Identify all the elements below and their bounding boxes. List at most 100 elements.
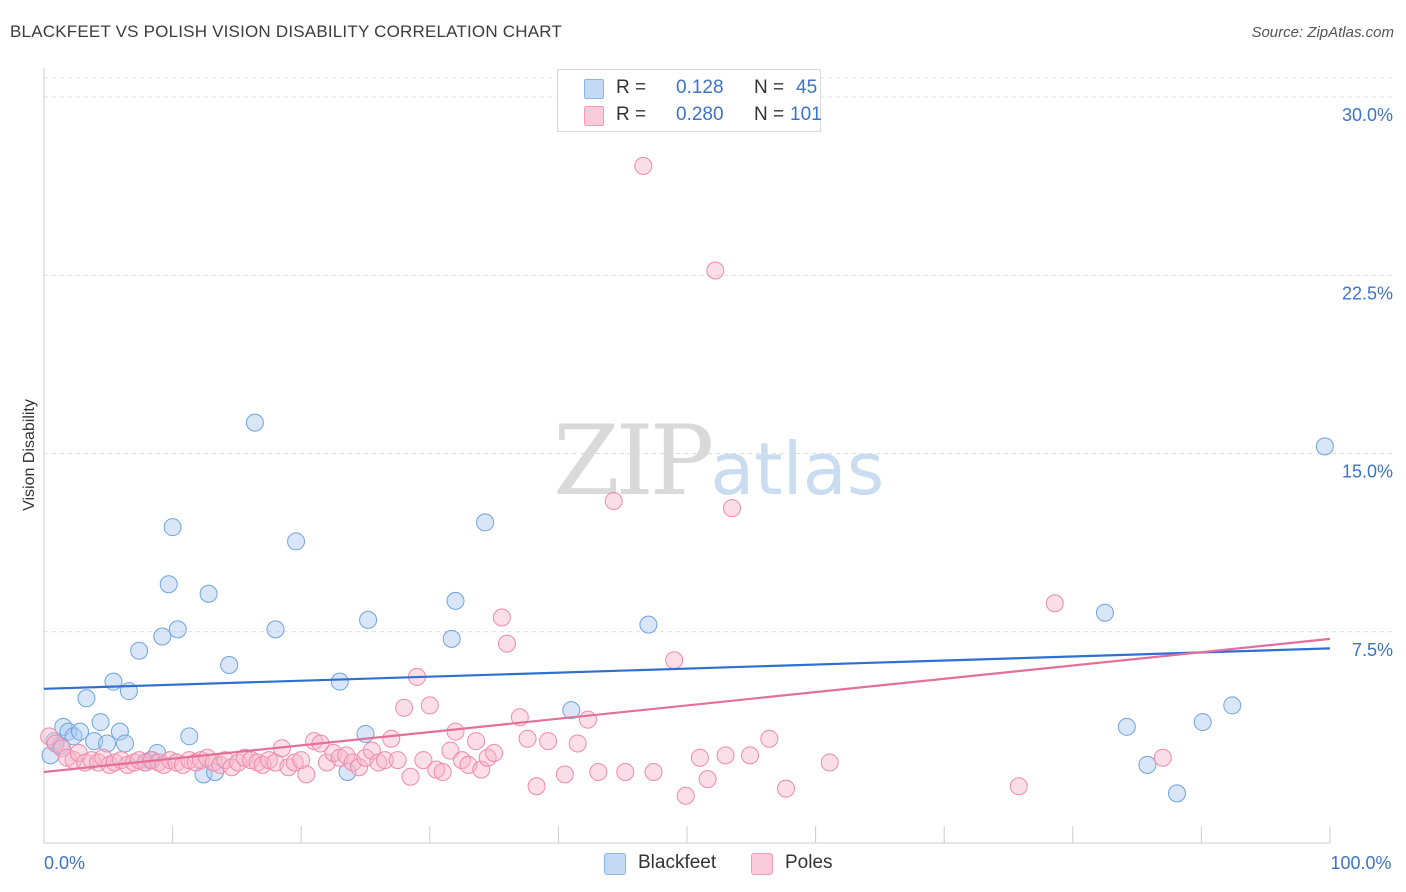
point-poles (211, 755, 230, 774)
point-poles (634, 156, 653, 175)
point-blackfeet (245, 413, 264, 432)
legend-r-label: R = (616, 77, 647, 98)
point-poles (723, 499, 742, 518)
point-poles (420, 696, 439, 715)
point-poles (690, 748, 709, 767)
point-poles (467, 732, 486, 751)
point-blackfeet (442, 629, 461, 648)
point-blackfeet (446, 591, 465, 610)
point-poles (362, 741, 381, 760)
point-poles (1045, 594, 1064, 613)
point-poles (1009, 777, 1028, 796)
point-blackfeet (220, 656, 239, 675)
trend-line-blackfeet (43, 647, 1331, 690)
point-poles (382, 729, 401, 748)
point-blackfeet (71, 722, 90, 741)
point-blackfeet (1138, 755, 1157, 774)
point-poles (820, 753, 839, 772)
point-poles (478, 748, 497, 767)
point-poles (433, 762, 452, 781)
point-blackfeet (1193, 713, 1212, 732)
point-blackfeet (1223, 696, 1242, 715)
correlation-legend: R = 0.128 N = 45 R = 0.280 N = 101 (557, 69, 822, 132)
point-poles (539, 732, 558, 751)
point-poles (604, 492, 623, 511)
point-poles (497, 634, 516, 653)
source-label: Source: ZipAtlas.com (1251, 24, 1394, 41)
point-poles (1153, 748, 1172, 767)
point-poles (248, 753, 267, 772)
point-poles (350, 758, 369, 777)
point-blackfeet (98, 734, 117, 753)
point-poles (395, 698, 414, 717)
bottom-legend-swatch-poles (751, 853, 773, 875)
point-poles (716, 746, 735, 765)
point-blackfeet (163, 518, 182, 537)
point-blackfeet (359, 610, 378, 629)
point-blackfeet (77, 689, 96, 708)
point-blackfeet (1117, 717, 1136, 736)
trend-line-poles (43, 637, 1331, 774)
point-poles (589, 762, 608, 781)
point-poles (401, 767, 420, 786)
x-tick-label: 0.0% (44, 853, 85, 873)
point-blackfeet (562, 701, 581, 720)
point-poles (665, 651, 684, 670)
point-blackfeet (116, 734, 135, 753)
point-poles (777, 779, 796, 798)
chart-title: BLACKFEET VS POLISH VISION DISABILITY CO… (10, 22, 562, 41)
point-blackfeet (110, 722, 129, 741)
point-blackfeet (476, 513, 495, 532)
point-poles (472, 760, 491, 779)
x-tick-label: 100.0% (1330, 853, 1391, 873)
bottom-legend-swatch-blackfeet (604, 853, 626, 875)
point-blackfeet (287, 532, 306, 551)
bottom-legend-label-poles: Poles (785, 852, 833, 873)
point-poles (149, 753, 168, 772)
point-poles (452, 751, 471, 770)
point-poles (375, 751, 394, 770)
point-poles (297, 765, 316, 784)
point-poles (698, 770, 717, 789)
point-poles (53, 739, 72, 758)
point-blackfeet (168, 620, 187, 639)
point-blackfeet (159, 575, 178, 594)
legend-n-label: N = (754, 104, 785, 125)
point-poles (676, 786, 695, 805)
point-poles (555, 765, 574, 784)
legend-swatch-poles (584, 106, 604, 126)
point-poles (446, 722, 465, 741)
legend-r-value: 0.128 (676, 77, 724, 98)
point-poles (568, 734, 587, 753)
legend-r-value: 0.280 (676, 104, 724, 125)
point-poles (527, 777, 546, 796)
point-blackfeet (91, 713, 110, 732)
point-poles (518, 729, 537, 748)
point-poles (706, 261, 725, 280)
point-blackfeet (330, 672, 349, 691)
point-poles (441, 741, 460, 760)
point-poles (644, 762, 663, 781)
y-tick-label: 7.5% (1352, 640, 1393, 660)
point-poles (222, 758, 241, 777)
y-tick-label: 22.5% (1342, 283, 1393, 303)
point-blackfeet (130, 641, 149, 660)
point-poles (485, 743, 504, 762)
legend-n-label: N = (754, 77, 785, 98)
point-poles (337, 746, 356, 765)
point-blackfeet (639, 615, 658, 634)
legend-r-label: R = (616, 104, 647, 125)
point-poles (578, 710, 597, 729)
legend-swatch-blackfeet (584, 79, 604, 99)
point-poles (616, 762, 635, 781)
point-poles (186, 753, 205, 772)
legend-n-value: 45 (796, 77, 818, 98)
point-blackfeet (64, 727, 83, 746)
y-tick-label: 30.0% (1342, 105, 1393, 125)
point-poles (741, 746, 760, 765)
point-poles (40, 727, 59, 746)
point-poles (388, 751, 407, 770)
point-poles (46, 734, 65, 753)
y-tick-label: 15.0% (1342, 462, 1393, 482)
